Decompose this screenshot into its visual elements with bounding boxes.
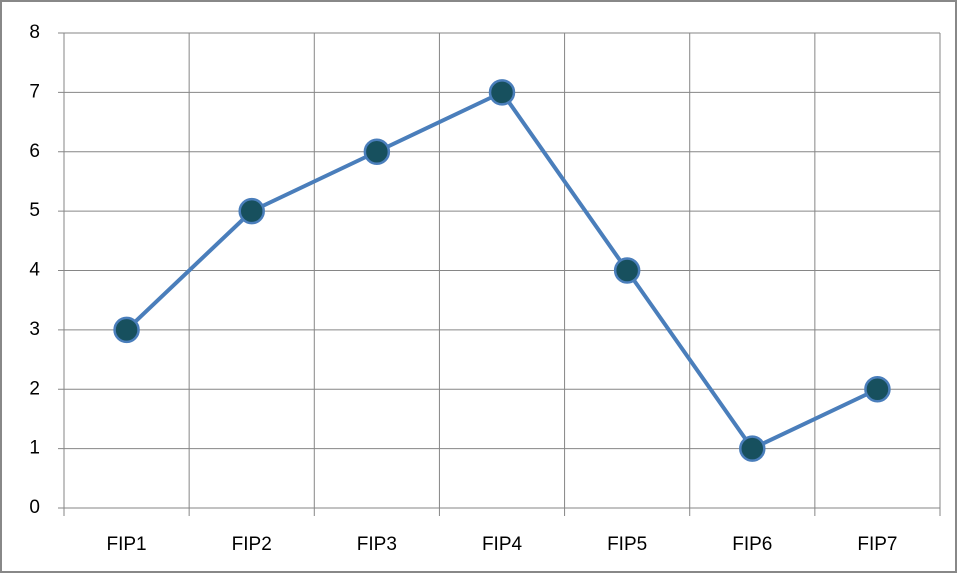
x-tick-label: FIP7 (857, 534, 897, 555)
data-point (488, 79, 516, 106)
y-tick-label: 5 (29, 200, 40, 221)
x-tick-label: FIP1 (107, 534, 147, 555)
y-tick-label: 1 (29, 438, 40, 459)
x-tick-label: FIP5 (607, 534, 647, 555)
x-tick-label: FIP6 (732, 534, 772, 555)
y-tick-label: 3 (29, 319, 40, 340)
y-tick-label: 2 (29, 378, 40, 399)
data-point (238, 197, 265, 225)
x-tick-label: FIP3 (357, 534, 397, 555)
y-tick-label: 8 (29, 22, 40, 43)
data-point (613, 257, 641, 284)
data-point (113, 316, 140, 344)
data-point (739, 435, 766, 462)
data-point (864, 376, 891, 403)
x-tick-label: FIP4 (482, 534, 523, 555)
x-tick-label: FIP2 (232, 534, 272, 555)
y-tick-label: 0 (29, 497, 40, 518)
data-point (363, 138, 391, 165)
y-tick-label: 6 (29, 141, 40, 162)
y-tick-label: 7 (29, 81, 40, 102)
y-tick-label: 4 (29, 260, 40, 281)
